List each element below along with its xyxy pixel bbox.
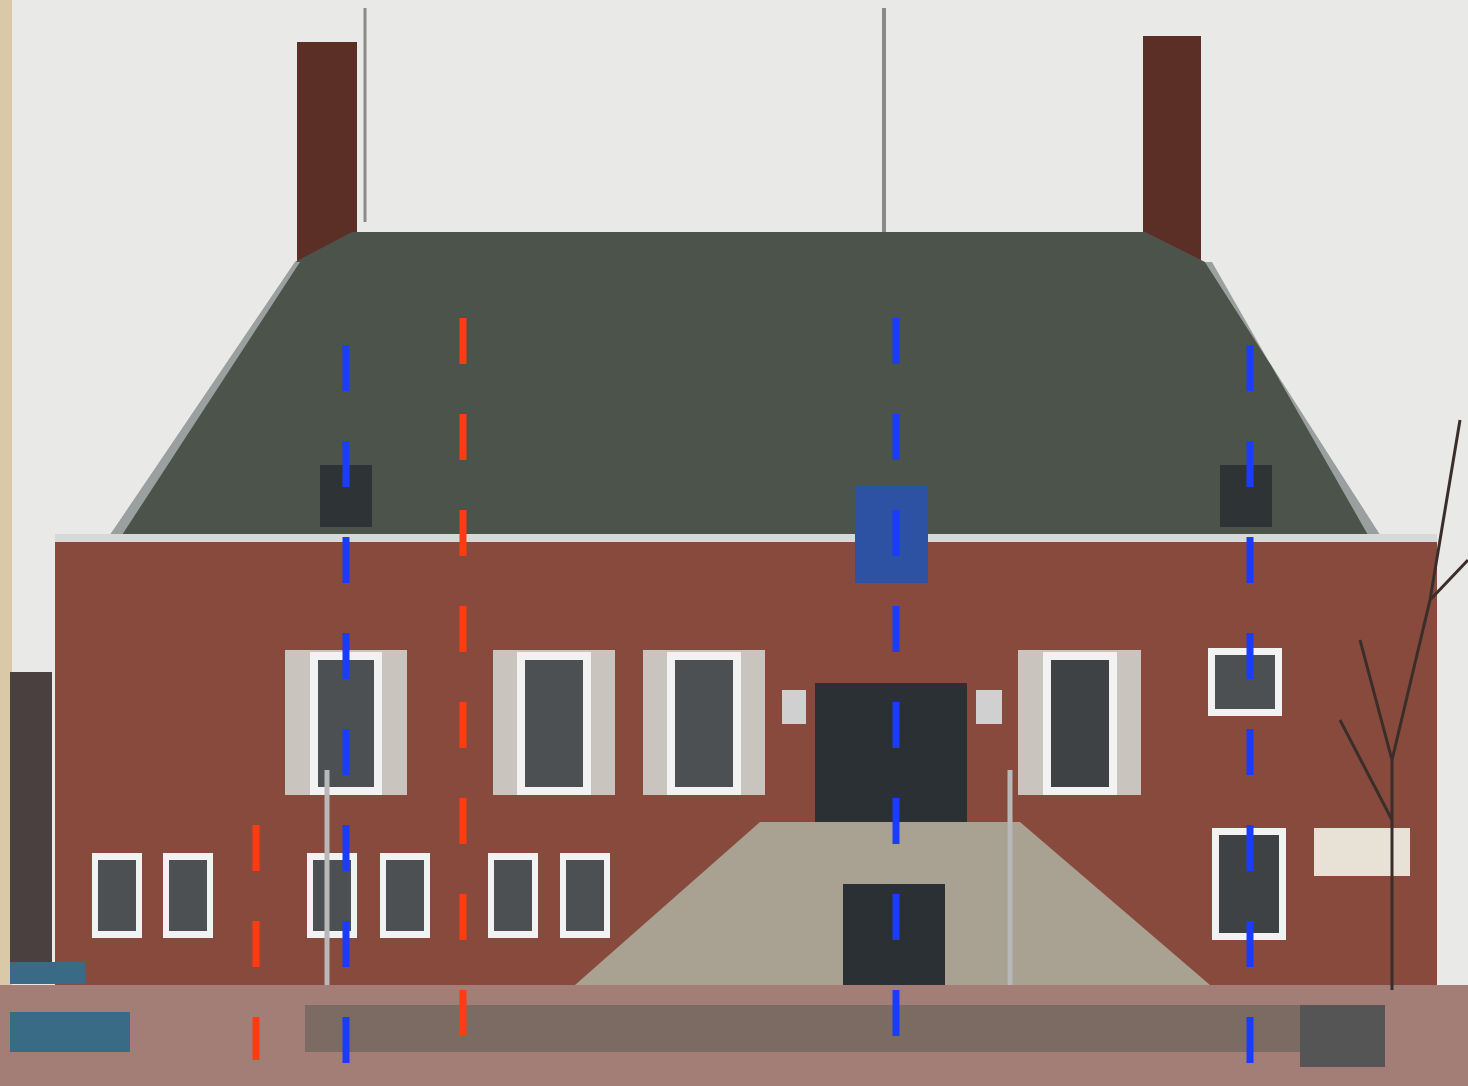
planter bbox=[1300, 1005, 1385, 1067]
bench bbox=[10, 962, 85, 984]
window-glass bbox=[1051, 660, 1109, 787]
steps bbox=[305, 1005, 1300, 1052]
entrance bbox=[815, 683, 967, 823]
roof bbox=[110, 232, 1380, 535]
lamp bbox=[782, 690, 806, 724]
chimney-right bbox=[1143, 36, 1201, 264]
window-glass bbox=[98, 860, 136, 931]
dormer bbox=[1220, 465, 1272, 527]
coat-of-arms bbox=[855, 485, 928, 583]
window-glass bbox=[386, 860, 424, 931]
window-glass bbox=[525, 660, 583, 787]
page: Building photo {} html, body { margin: 0… bbox=[0, 0, 1468, 1086]
window-glass bbox=[675, 660, 733, 787]
page-body bbox=[0, 0, 1468, 1086]
window-glass bbox=[494, 860, 532, 931]
cornice bbox=[55, 534, 1437, 542]
lamp bbox=[976, 690, 1002, 724]
neighbor-building bbox=[10, 672, 52, 962]
window-glass bbox=[566, 860, 604, 931]
window-glass bbox=[169, 860, 207, 931]
chimney-left bbox=[297, 42, 357, 264]
sign bbox=[1314, 828, 1410, 876]
photo bbox=[0, 0, 1468, 1086]
window-glass bbox=[1215, 655, 1275, 709]
bench bbox=[10, 1012, 130, 1052]
